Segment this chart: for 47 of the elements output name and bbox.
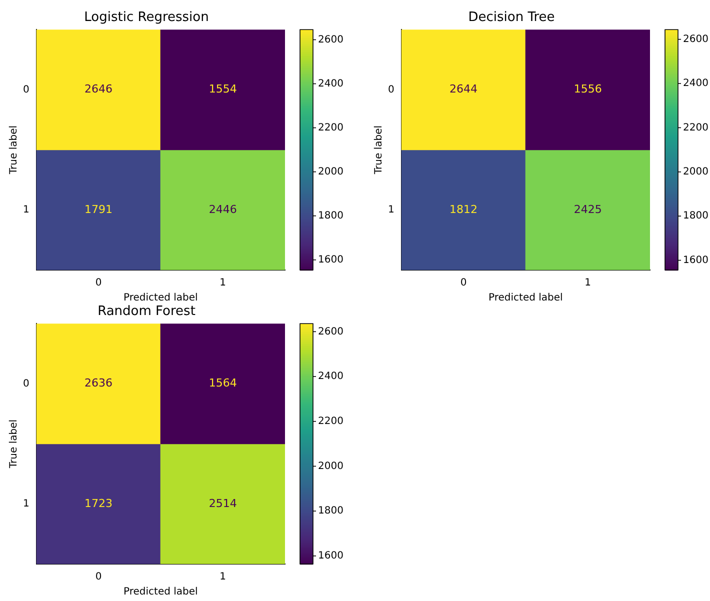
x-axis-title: Predicted label [124,292,198,304]
color-bar-label: 1800 [318,506,344,517]
x-axis-title: Predicted label [488,292,563,304]
data-label: 2446 [208,202,237,216]
data-label: 1564 [208,376,237,390]
color-bar-label: 2600 [683,34,708,45]
y-tick-label: 0 [22,378,30,390]
color-bar-label: 2600 [318,326,344,338]
x-axis-title: Predicted label [124,586,198,598]
x-tick-label: 0 [95,278,102,289]
y-tick-label: 0 [22,84,30,96]
x-tick-label: 1 [584,278,592,289]
color-bar-label: 2000 [318,166,344,178]
color-bar-label: 2600 [318,34,344,46]
color-bar-label: 2400 [683,78,708,90]
y-axis-title: True label [8,419,20,470]
chart-title: Decision Tree [468,10,555,26]
data-label: 2514 [208,496,237,510]
y-axis-title: True label [374,125,385,176]
data-label: 1556 [574,82,602,96]
color-bar-label: 2000 [683,166,708,178]
color-bar-label: 1800 [683,210,708,222]
chart-title: Logistic Regression [84,10,209,26]
data-label: 1554 [208,82,237,96]
y-tick-label: 1 [22,498,30,510]
x-tick-label: 0 [460,278,467,289]
chart-title: Random Forest [98,304,196,320]
color-bar-label: 2200 [683,122,708,134]
color-bar-label: 2200 [318,122,344,134]
data-label: 2425 [574,202,602,216]
color-bar-label: 1600 [318,254,344,266]
color-bar-label: 2000 [318,460,344,472]
data-label: 1791 [84,202,113,216]
color-bar-label: 1600 [318,550,344,562]
y-axis-title: True label [8,125,20,176]
data-label: 1723 [84,496,113,510]
data-label: 2636 [84,376,113,390]
data-label: 2646 [84,82,113,96]
data-label: 2644 [450,82,478,96]
data-label: 1812 [450,202,478,216]
color-bar-label: 1600 [683,254,708,266]
color-bar-label: 1800 [318,210,344,222]
color-bar-label: 2400 [318,371,344,382]
y-tick-label: 1 [22,204,30,216]
x-tick-label: 1 [220,278,226,289]
color-bar-label: 2400 [318,78,344,90]
color-bar-label: 2200 [318,416,344,427]
